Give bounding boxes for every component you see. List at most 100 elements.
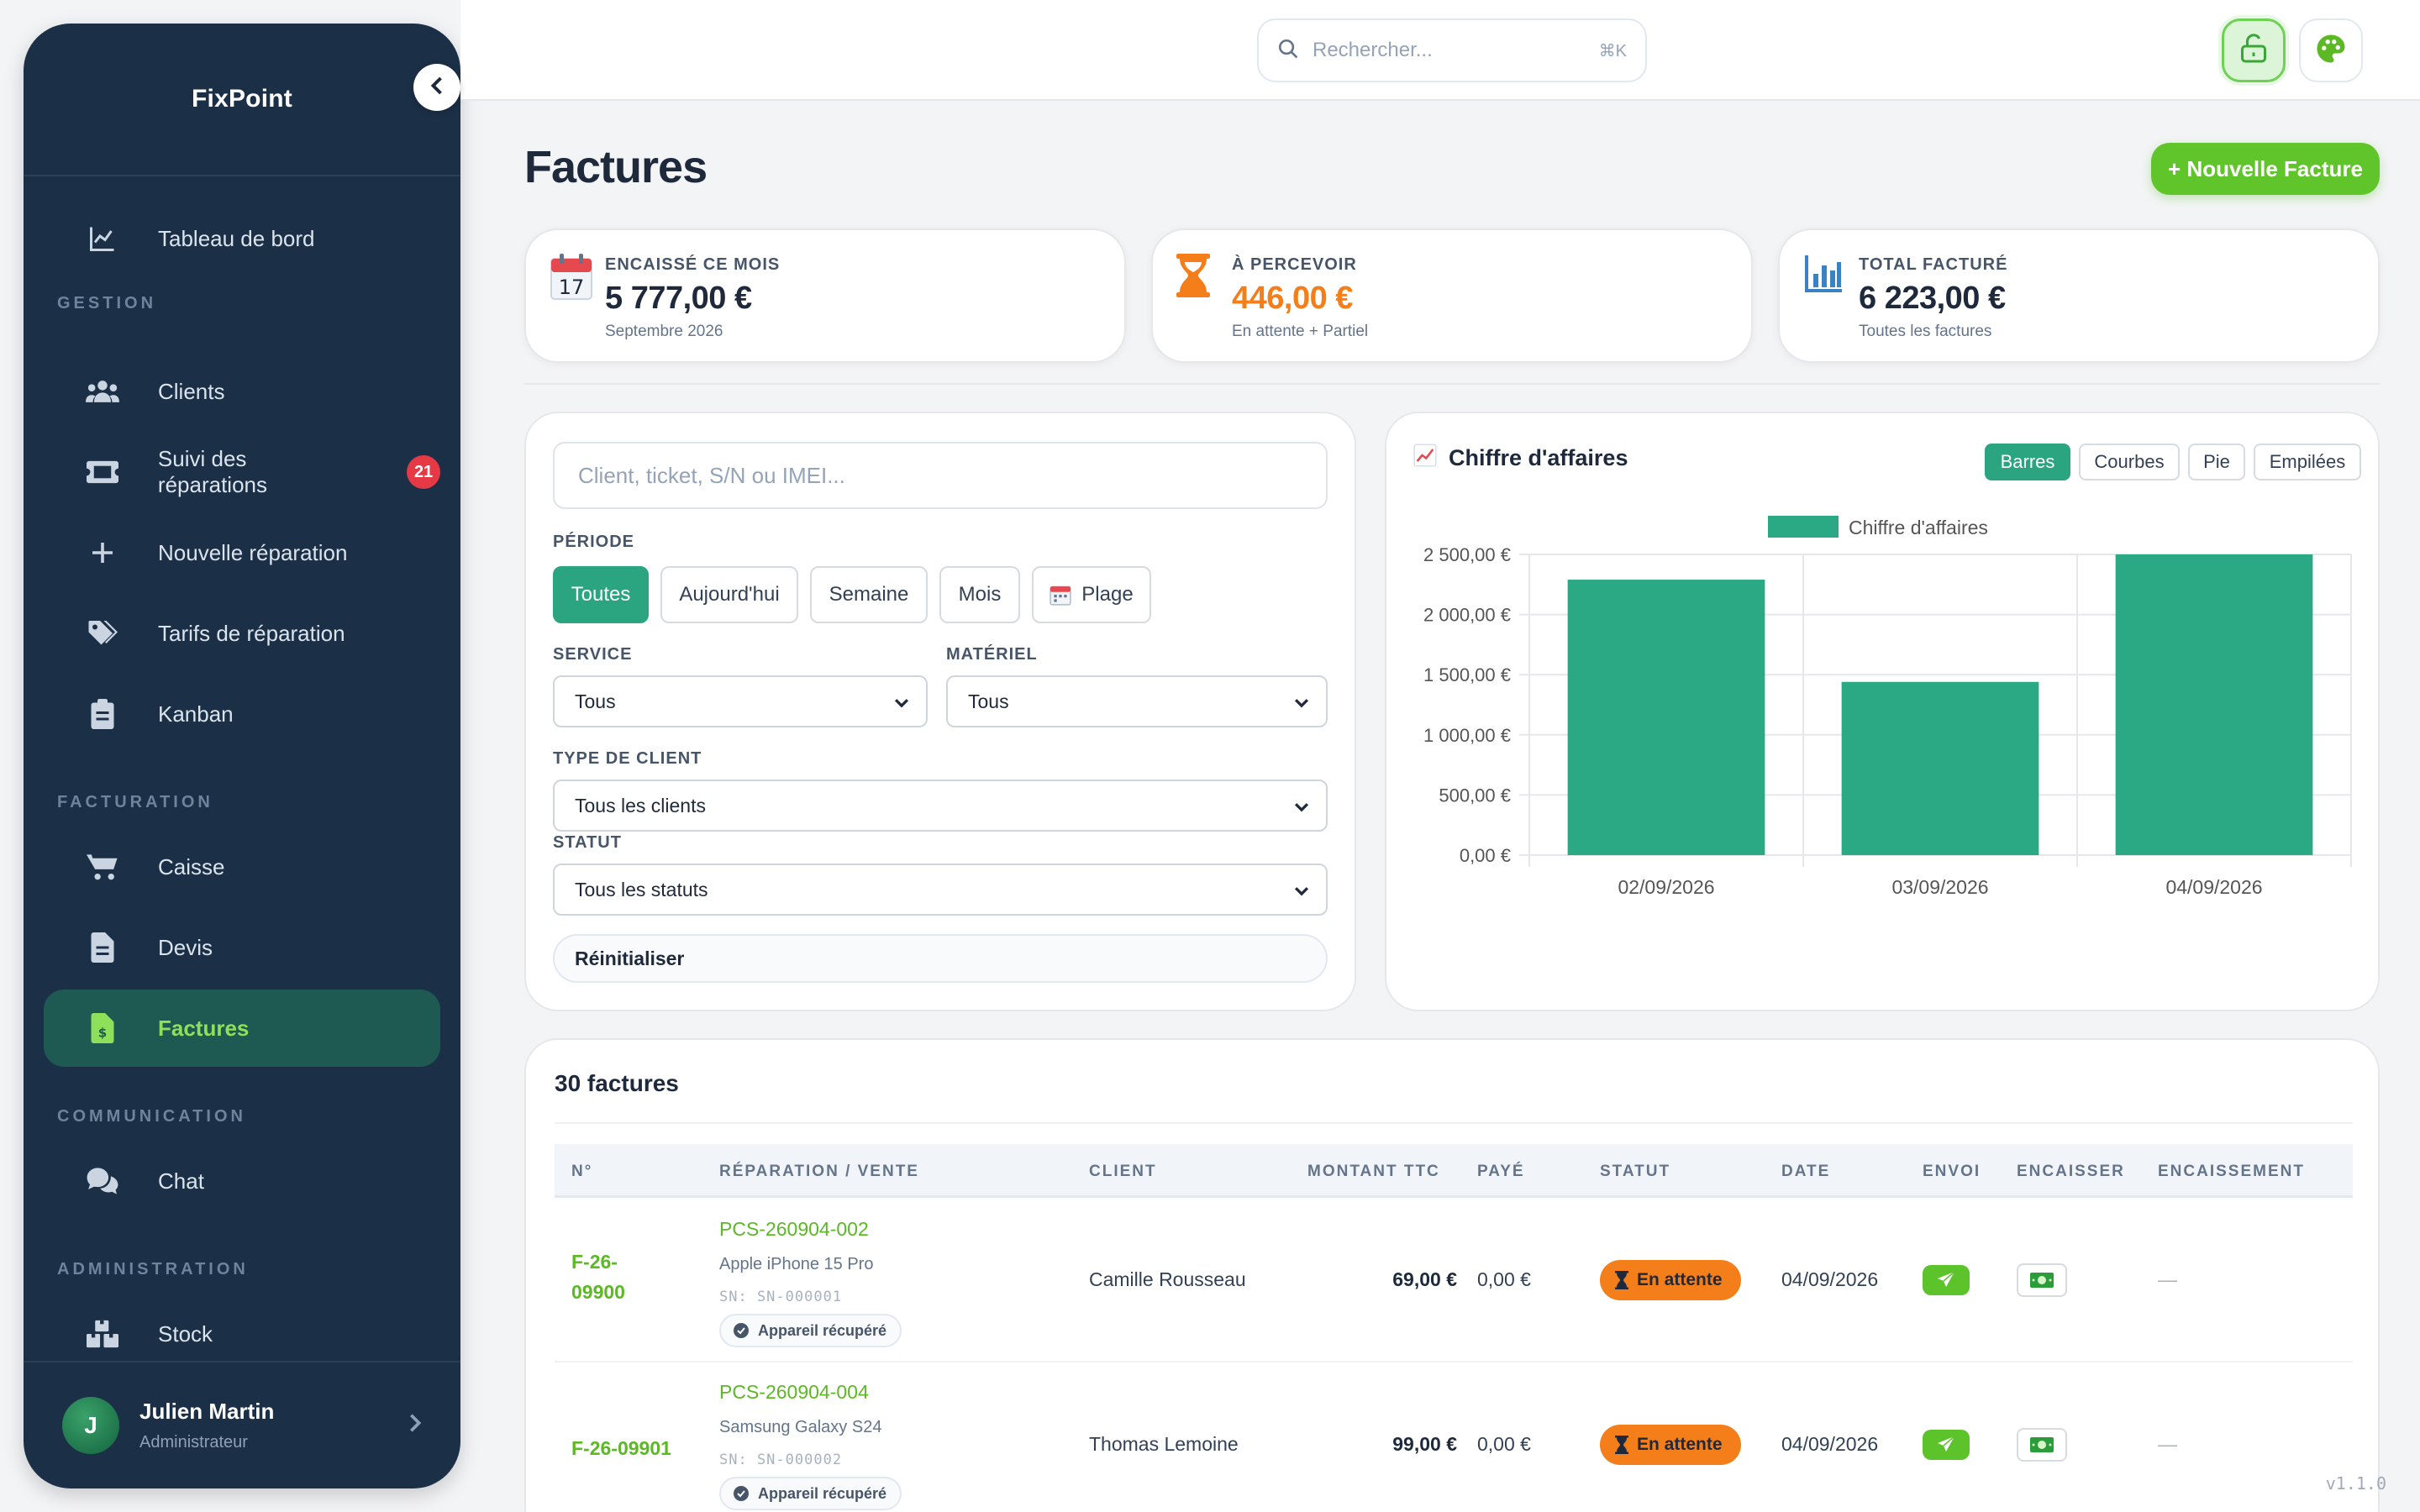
sidebar-item-quotes[interactable]: Devis	[44, 909, 440, 986]
period-chip-all[interactable]: Toutes	[553, 566, 649, 623]
stat-label: ENCAISSÉ CE MOIS	[605, 255, 781, 274]
sidebar-item-label: Devis	[158, 934, 213, 960]
stat-subtitle: Toutes les factures	[1859, 323, 1992, 340]
x-tick-label: 04/09/2026	[2165, 876, 2262, 898]
invoices-count-title: 30 factures	[555, 1070, 679, 1096]
lock-button[interactable]	[2222, 18, 2286, 82]
chart-type-lines[interactable]: Courbes	[2079, 444, 2180, 480]
sidebar-item-label: Chat	[158, 1168, 204, 1194]
cash-icon	[2029, 1436, 2054, 1453]
x-tick-label: 03/09/2026	[1891, 876, 1988, 898]
chevron-down-icon	[1292, 693, 1311, 717]
user-profile[interactable]: J Julien Martin Administrateur	[24, 1361, 460, 1488]
repairs-count-badge: 21	[407, 455, 441, 489]
client-type-select[interactable]: Tous les clients	[553, 780, 1328, 832]
send-invoice-button[interactable]	[1923, 1265, 1970, 1295]
sidebar-item-pricing[interactable]: Tarifs de réparation	[44, 595, 440, 672]
global-search[interactable]: Rechercher... ⌘K	[1257, 18, 1647, 82]
device-name: Samsung Galaxy S24	[719, 1418, 882, 1436]
column-header[interactable]: ENVOI	[1923, 1163, 1981, 1180]
column-header[interactable]: PAYÉ	[1477, 1163, 1525, 1180]
sidebar-item-chat[interactable]: Chat	[44, 1142, 440, 1220]
period-chip-week[interactable]: Semaine	[810, 566, 928, 623]
stat-label: À PERCEVOIR	[1232, 255, 1357, 274]
search-shortcut: ⌘K	[1598, 41, 1627, 60]
status-label: STATUT	[553, 833, 622, 852]
sidebar-item-label: Clients	[158, 378, 225, 404]
period-chip-today[interactable]: Aujourd'hui	[660, 566, 798, 623]
collect-payment-button[interactable]	[2017, 1428, 2067, 1462]
sidebar-item-repairs[interactable]: Suivi des réparations 21	[44, 433, 441, 511]
calendar-icon: 17	[550, 254, 593, 301]
new-invoice-button[interactable]: + Nouvelle Facture	[2151, 143, 2380, 195]
sidebar-collapse-button[interactable]	[413, 64, 460, 111]
invoice-number[interactable]: F-26-09901	[571, 1437, 671, 1459]
invoice-icon: $	[86, 1011, 119, 1045]
status-badge: En attente	[1600, 1425, 1741, 1465]
sidebar-item-clients[interactable]: Clients	[44, 353, 440, 430]
sidebar-item-dashboard[interactable]: Tableau de bord	[44, 200, 440, 277]
column-header[interactable]: MONTANT TTC	[1307, 1163, 1440, 1180]
status-select[interactable]: Tous les statuts	[553, 864, 1328, 916]
bar	[1841, 681, 2039, 855]
revenue-chart: 0,00 € 500,00 € 1 000,00 € 1 500,00 € 2 000,…	[1423, 516, 2352, 898]
sidebar-item-cashier[interactable]: Caisse	[44, 828, 440, 906]
stat-card-collected: 17 ENCAISSÉ CE MOIS 5 777,00 € Septembre…	[524, 228, 1126, 363]
theme-button[interactable]	[2299, 18, 2363, 82]
sidebar-item-invoices[interactable]: $ Factures	[44, 990, 440, 1067]
column-header[interactable]: RÉPARATION / VENTE	[719, 1163, 919, 1180]
stat-subtitle: En attente + Partiel	[1232, 323, 1369, 340]
period-chip-month[interactable]: Mois	[939, 566, 1020, 623]
table-row[interactable]: F-26-09901 PCS-260904-004 Samsung Galaxy…	[555, 1362, 2353, 1512]
sidebar-item-label: Stock	[158, 1320, 213, 1347]
collect-payment-button[interactable]	[2017, 1263, 2067, 1297]
repair-id-link[interactable]: PCS-260904-004	[719, 1381, 869, 1403]
table-separator	[555, 1122, 2353, 1124]
calendar-icon	[1050, 584, 1071, 606]
column-header[interactable]: ENCAISSER	[2017, 1163, 2125, 1180]
client-type-select-value: Tous les clients	[575, 794, 706, 816]
cart-icon	[86, 850, 119, 884]
legend-swatch	[1768, 516, 1839, 538]
paper-plane-icon	[1936, 1435, 1956, 1455]
table-row[interactable]: F-26- 09900 PCS-260904-002 Apple iPhone …	[555, 1200, 2353, 1362]
column-header[interactable]: CLIENT	[1089, 1163, 1157, 1180]
chart-type-pie[interactable]: Pie	[2188, 444, 2245, 480]
sidebar-item-new-repair[interactable]: Nouvelle réparation	[44, 514, 440, 591]
bar	[1567, 580, 1765, 855]
service-select[interactable]: Tous	[553, 675, 928, 727]
chart-type-stacked[interactable]: Empilées	[2254, 444, 2361, 480]
hourglass-icon	[1615, 1436, 1628, 1454]
repair-id-link[interactable]: PCS-260904-002	[719, 1218, 869, 1240]
revenue-chart-panel: 0,00 € 500,00 € 1 000,00 € 1 500,00 € 2 000,…	[1385, 412, 2380, 1011]
check-circle-icon	[733, 1485, 750, 1502]
column-header[interactable]: ENCAISSEMENT	[2158, 1163, 2305, 1180]
sidebar-item-label: Tarifs de réparation	[158, 620, 345, 646]
sidebar-item-label: Caisse	[158, 853, 225, 879]
material-select[interactable]: Tous	[946, 675, 1328, 727]
topbar: Rechercher... ⌘K	[460, 0, 2420, 101]
filter-search-input[interactable]: Client, ticket, S/N ou IMEI...	[553, 442, 1328, 509]
column-header[interactable]: DATE	[1781, 1163, 1831, 1180]
stat-card-receivable: À PERCEVOIR 446,00 € En attente + Partie…	[1151, 228, 1753, 363]
svg-text:$: $	[98, 1026, 107, 1041]
palette-icon	[2316, 34, 2346, 68]
chart-type-bars[interactable]: Barres	[1985, 444, 2070, 480]
amount-paid: 0,00 €	[1477, 1433, 1531, 1455]
column-header[interactable]: STATUT	[1600, 1163, 1671, 1180]
chevron-left-icon	[429, 76, 445, 100]
section-administration: ADMINISTRATION	[57, 1260, 249, 1278]
sidebar-item-kanban[interactable]: Kanban	[44, 675, 440, 753]
send-invoice-button[interactable]	[1923, 1430, 1970, 1460]
y-tick-label: 0,00 €	[1460, 845, 1511, 866]
reset-filters-button[interactable]: Réinitialiser	[553, 934, 1328, 983]
sidebar-item-stock[interactable]: Stock	[44, 1295, 440, 1373]
period-chip-range[interactable]: Plage	[1032, 566, 1151, 623]
boxes-icon	[86, 1317, 119, 1351]
invoice-number[interactable]: F-26- 09900	[571, 1251, 625, 1303]
stat-card-total: TOTAL FACTURÉ 6 223,00 € Toutes les fact…	[1778, 228, 2380, 363]
search-input[interactable]: Rechercher...	[1313, 39, 1433, 61]
paper-plane-icon	[1936, 1270, 1956, 1290]
column-header[interactable]: N°	[571, 1163, 593, 1180]
stat-subtitle: Septembre 2026	[605, 323, 723, 340]
